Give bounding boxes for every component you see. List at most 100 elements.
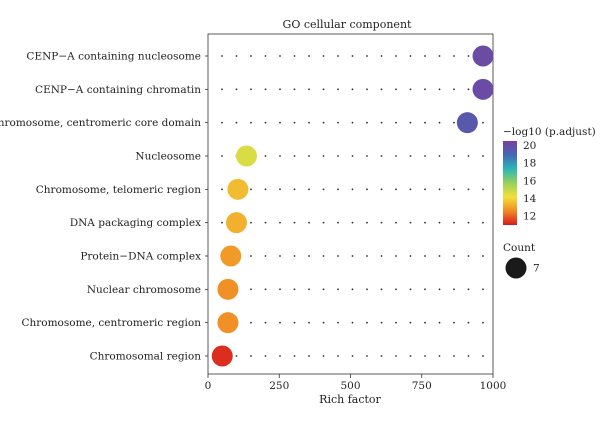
grid-dot [482,255,484,257]
grid-dot [482,321,484,324]
grid-dot [366,121,368,124]
grid-dot [424,121,426,124]
grid-dot [453,155,455,157]
grid-dot [467,321,470,324]
grid-dot [380,55,383,57]
color-legend-tick-label: 16 [523,175,537,187]
grid-dot [395,255,397,257]
grid-dot [438,355,441,357]
grid-dot [424,188,426,191]
color-legend-tick-label: 18 [523,158,536,170]
grid-dot [467,55,470,57]
grid-dot [337,255,339,257]
grid-dot [279,288,281,291]
grid-dot [293,155,296,157]
grid-dot [380,121,383,124]
grid-dot [308,321,310,324]
grid-dot [308,221,310,224]
grid-dot [438,188,441,191]
grid-dot [322,221,325,224]
grid-dot [293,255,296,257]
grid-dot [322,255,325,257]
x-tick-label: 500 [340,380,360,392]
grid-dot [322,155,325,157]
grid-dot [351,88,354,91]
grid-dot [380,221,383,224]
grid-dot [351,55,354,57]
grid-dot [438,121,441,124]
x-tick-label: 1000 [480,380,507,392]
x-tick-label: 750 [412,380,432,392]
grid-dot [409,155,412,157]
grid-dot [409,88,412,91]
y-tick-label: CENP−A containing nucleosome [26,51,201,63]
grid-dot [453,288,455,291]
grid-dot [409,321,412,324]
grid-dot [337,355,339,357]
grid-dot [424,355,426,357]
x-axis-ticks: 0 250 500 750 1000 [205,374,507,392]
grid-dot [366,255,368,257]
grid-dot [279,321,281,324]
grid-dot [380,321,383,324]
grid-dot [482,155,484,157]
grid-dot [409,121,412,124]
grid-dot [293,88,296,91]
grid-dot [293,55,296,57]
grid-dot [409,355,412,357]
grid-dot [250,188,252,191]
grid-dot [264,288,267,291]
grid-dot [453,255,455,257]
grid-dot [221,155,223,157]
grid-dot [453,55,455,57]
grid-dot [395,121,397,124]
grid-dot [308,155,310,157]
grid-dot [221,88,223,91]
grid-dot [453,321,455,324]
grid-dot [438,88,441,91]
grid-dot [395,288,397,291]
grid-dot [264,155,267,157]
grid-dot [395,155,397,157]
size-legend: Count 7 [503,242,540,279]
y-tick-label: Chromosome, centromeric core domain [0,117,201,129]
grid-dot [409,55,412,57]
grid-dot [366,321,368,324]
color-legend-ticks: 12 14 16 18 20 [517,140,537,223]
grid-dot [308,88,310,91]
grid-dot [482,288,484,291]
y-tick-labels: CENP−A containing nucleosome CENP−A conta… [0,51,208,363]
grid-dot [438,321,441,324]
grid-dot [322,288,325,291]
grid-dot [438,255,441,257]
chart-title: GO cellular component [283,18,412,31]
grid-dot [467,255,470,257]
grid-dot [467,355,470,357]
grid-dot [337,55,339,57]
grid-dot [395,221,397,224]
grid-dot [351,221,354,224]
grid-dot [395,355,397,357]
grid-dot [409,255,412,257]
grid-dot [424,55,426,57]
grid-dot [250,288,252,291]
grid-dot [221,121,223,124]
data-point [227,178,249,200]
grid-dot [424,88,426,91]
grid-dot [380,255,383,257]
grid-dot [467,88,470,91]
data-point [472,78,494,100]
grid-dot [380,288,383,291]
data-point [226,212,247,234]
grid-dot [351,255,354,257]
grid-dot [293,288,296,291]
grid-dot [322,321,325,324]
grid-dot [467,288,470,291]
grid-dot [409,221,412,224]
color-legend-tick-label: 12 [523,211,536,223]
color-legend-tick-label: 20 [523,140,536,152]
grid-dot [235,355,238,357]
grid-dot [351,321,354,324]
grid-dot [308,255,310,257]
grid-dot [250,355,252,357]
